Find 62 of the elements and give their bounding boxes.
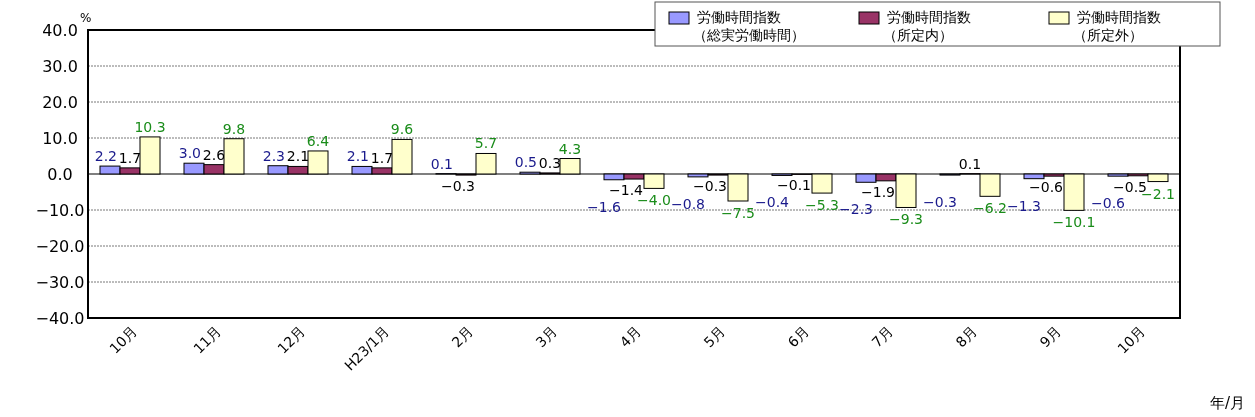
data-label: −0.6 — [1029, 179, 1064, 196]
y-tick-label: 10.0 — [42, 129, 78, 148]
legend-label: 労働時間指数（所定外） — [1073, 9, 1161, 43]
data-label: 2.6 — [202, 146, 226, 163]
legend-label: 労働時間指数（総実労働時間） — [693, 9, 805, 43]
data-label: −0.3 — [693, 178, 727, 195]
data-label: −1.4 — [609, 182, 644, 199]
data-label: −1.9 — [861, 183, 895, 200]
y-tick-label: 0.0 — [47, 165, 73, 184]
data-label: −0.3 — [441, 178, 475, 195]
x-tick-label: 9月 — [1036, 322, 1065, 351]
data-label: −1.6 — [587, 198, 622, 215]
data-label: 0.5 — [514, 154, 537, 171]
data-label: −0.3 — [923, 194, 957, 211]
y-tick-label: 20.0 — [42, 93, 78, 112]
x-tick-label: 4月 — [616, 322, 645, 351]
y-tick-label: −20.0 — [35, 237, 85, 256]
data-label: 9.6 — [390, 121, 414, 138]
data-label: 0.1 — [958, 155, 982, 172]
data-label: 5.7 — [474, 135, 498, 152]
data-label: 10.3 — [134, 118, 166, 135]
data-label: −0.1 — [777, 177, 811, 194]
data-label: 2.3 — [262, 147, 285, 164]
data-label: −1.3 — [1007, 197, 1041, 214]
legend-label: 労働時間指数（所定内） — [883, 9, 971, 43]
x-tick-label: 8月 — [952, 322, 981, 351]
text: % — [80, 11, 92, 25]
data-label: 1.7 — [370, 149, 394, 166]
x-tick-label: 5月 — [700, 322, 729, 351]
data-label: 2.1 — [286, 148, 310, 165]
y-tick-label: 40.0 — [42, 21, 78, 40]
data-label: 2.2 — [94, 148, 117, 165]
x-tick-label: 2月 — [448, 322, 477, 351]
data-label: −7.5 — [721, 205, 755, 221]
x-tick-label: 10月 — [1114, 322, 1149, 357]
y-tick-label: −30.0 — [35, 273, 85, 292]
y-tick-label: −10.0 — [35, 201, 85, 220]
x-tick-label: 10月 — [106, 322, 141, 357]
y-tick-label: −40.0 — [35, 309, 85, 328]
data-label: 3.0 — [178, 145, 201, 162]
data-label: 4.3 — [558, 140, 582, 157]
data-label: −0.6 — [1091, 195, 1126, 212]
y-tick-label: 30.0 — [42, 57, 78, 76]
data-label: −6.2 — [973, 200, 1007, 217]
data-label: −10.1 — [1052, 214, 1096, 231]
data-label: 2.1 — [346, 148, 369, 165]
data-label: 9.8 — [222, 120, 246, 137]
data-label: −0.8 — [671, 195, 705, 212]
x-tick-label: 11月 — [190, 322, 225, 357]
data-label: 0.1 — [430, 155, 453, 172]
x-tick-label: 12月 — [274, 322, 309, 357]
data-label: 6.4 — [306, 132, 330, 149]
x-tick-label: 7月 — [868, 322, 897, 351]
x-tick-label: 6月 — [784, 322, 813, 351]
data-label: 1.7 — [118, 149, 142, 166]
data-label: −5.3 — [805, 197, 839, 214]
data-label: 0.3 — [538, 154, 562, 171]
x-axis-title: 年/月 — [1209, 394, 1245, 412]
data-label: −2.3 — [839, 201, 873, 218]
data-label: −0.4 — [755, 194, 790, 211]
data-label: −9.3 — [889, 211, 923, 228]
x-tick-label: 3月 — [532, 322, 561, 351]
